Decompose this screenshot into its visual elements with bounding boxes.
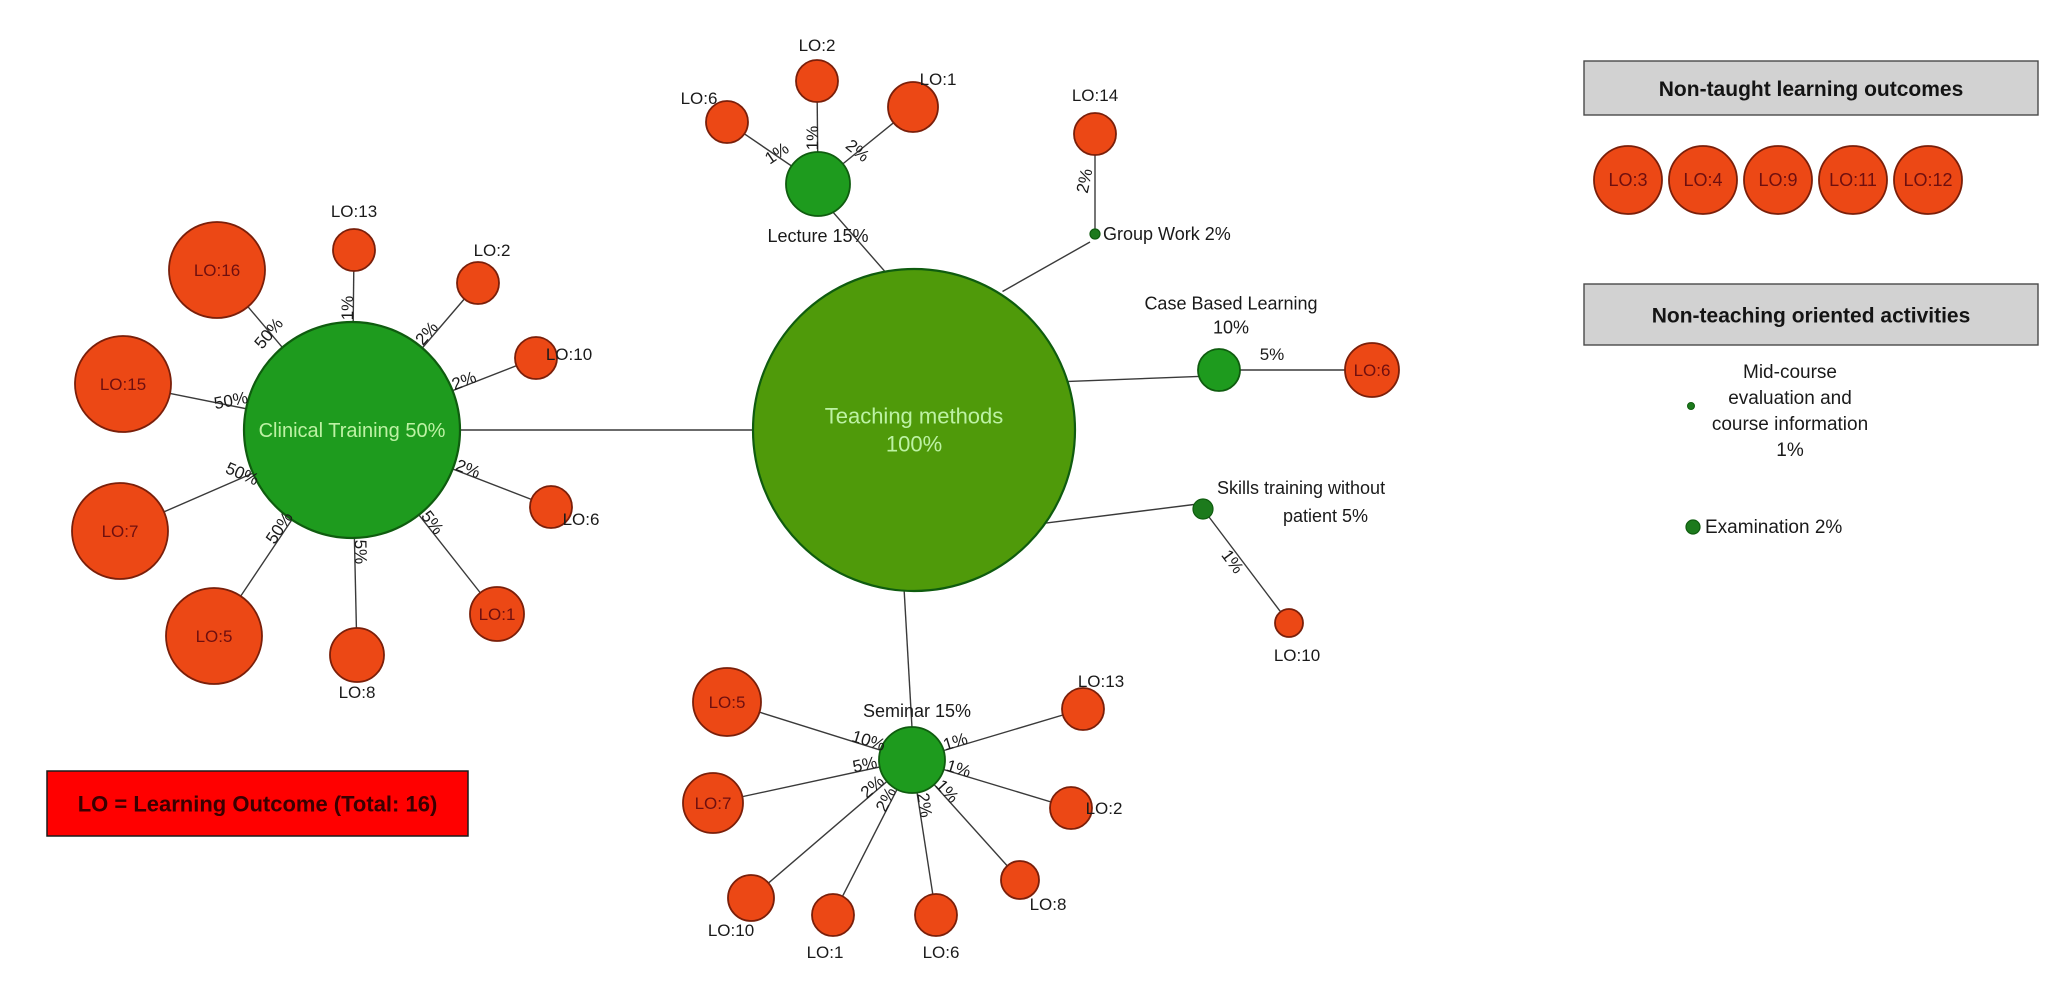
svg-text:LO:12: LO:12 — [1903, 170, 1952, 190]
svg-text:LO:6: LO:6 — [563, 510, 600, 529]
svg-text:1%: 1% — [803, 126, 822, 151]
svg-text:LO:16: LO:16 — [194, 261, 240, 280]
svg-text:LO:2: LO:2 — [799, 36, 836, 55]
svg-text:LO:11: LO:11 — [1829, 170, 1877, 190]
svg-text:LO:5: LO:5 — [709, 693, 746, 712]
svg-text:Clinical Training 50%: Clinical Training 50% — [259, 420, 446, 442]
svg-text:2%: 2% — [913, 792, 936, 819]
svg-text:Case Based Learning: Case Based Learning — [1144, 293, 1317, 313]
svg-text:LO:4: LO:4 — [1683, 170, 1722, 190]
svg-text:LO:13: LO:13 — [1078, 672, 1124, 691]
svg-text:LO:1: LO:1 — [479, 605, 516, 624]
svg-text:LO:14: LO:14 — [1072, 86, 1118, 105]
svg-text:course information: course information — [1712, 414, 1868, 435]
svg-text:Seminar 15%: Seminar 15% — [863, 701, 971, 721]
svg-text:LO:13: LO:13 — [331, 202, 377, 221]
svg-text:LO:15: LO:15 — [100, 375, 146, 394]
svg-text:evaluation and: evaluation and — [1728, 388, 1852, 409]
svg-text:patient 5%: patient 5% — [1283, 506, 1368, 526]
svg-text:LO:7: LO:7 — [695, 794, 732, 813]
svg-text:Mid-course: Mid-course — [1743, 362, 1837, 383]
svg-text:LO:1: LO:1 — [920, 70, 957, 89]
svg-text:LO:5: LO:5 — [196, 627, 233, 646]
svg-text:Teaching methods: Teaching methods — [825, 404, 1004, 429]
svg-text:100%: 100% — [886, 432, 942, 457]
svg-text:Group Work 2%: Group Work 2% — [1103, 224, 1231, 244]
svg-text:LO:8: LO:8 — [339, 683, 376, 702]
svg-text:LO:3: LO:3 — [1608, 170, 1647, 190]
svg-text:LO:6: LO:6 — [1354, 361, 1391, 380]
svg-text:Skills training without: Skills training without — [1217, 478, 1385, 498]
svg-text:LO:6: LO:6 — [923, 943, 960, 962]
svg-text:LO:9: LO:9 — [1758, 170, 1797, 190]
svg-text:10%: 10% — [1213, 317, 1249, 337]
svg-text:LO:10: LO:10 — [708, 921, 754, 940]
svg-text:LO = Learning Outcome (Total:: LO = Learning Outcome (Total: 16) — [78, 792, 438, 817]
svg-text:LO:7: LO:7 — [102, 522, 139, 541]
svg-text:Examination 2%: Examination 2% — [1705, 517, 1842, 538]
svg-text:1%: 1% — [338, 296, 357, 321]
svg-text:LO:6: LO:6 — [681, 89, 718, 108]
svg-text:LO:2: LO:2 — [474, 241, 511, 260]
svg-text:Non-teaching oriented activiti: Non-teaching oriented activities — [1652, 305, 1971, 328]
svg-text:1%: 1% — [1776, 440, 1804, 461]
svg-text:Lecture 15%: Lecture 15% — [767, 226, 868, 246]
svg-text:LO:10: LO:10 — [546, 345, 592, 364]
svg-text:Non-taught learning outcomes: Non-taught learning outcomes — [1659, 78, 1964, 101]
svg-text:LO:2: LO:2 — [1086, 799, 1123, 818]
svg-text:5%: 5% — [351, 539, 370, 564]
svg-text:LO:1: LO:1 — [807, 943, 844, 962]
svg-text:LO:8: LO:8 — [1030, 895, 1067, 914]
svg-text:LO:10: LO:10 — [1274, 646, 1320, 665]
svg-text:5%: 5% — [1260, 345, 1285, 364]
